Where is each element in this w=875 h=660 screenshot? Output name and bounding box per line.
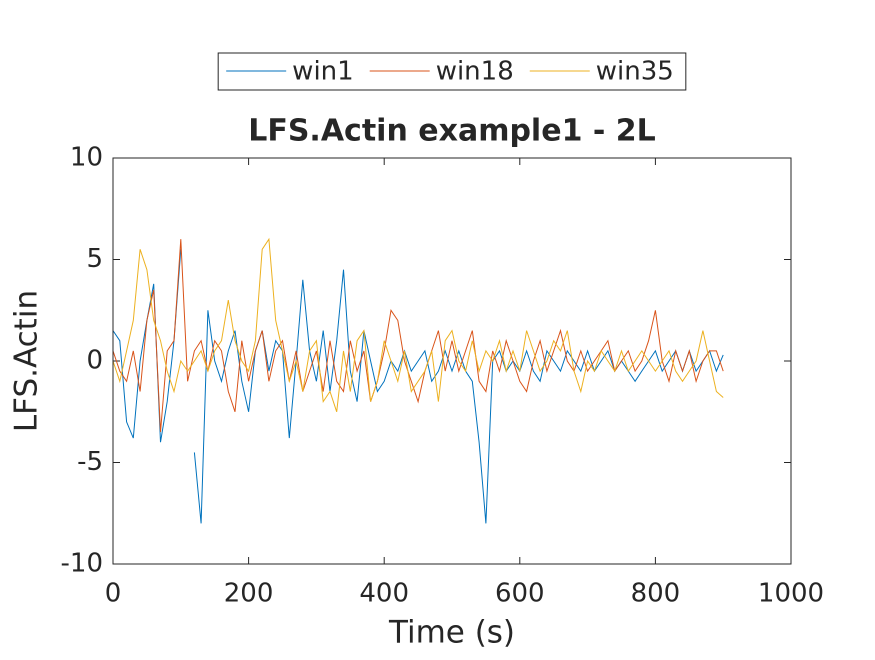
- legend-label: win1: [292, 57, 354, 87]
- chart-title: LFS.Actin example1 - 2L: [248, 114, 656, 149]
- x-tick-label: 400: [359, 579, 409, 609]
- x-tick-label: 1000: [758, 579, 824, 609]
- x-tick-label: 0: [105, 579, 122, 609]
- y-axis-label: LFS.Actin: [9, 290, 45, 432]
- x-tick-label: 200: [224, 579, 274, 609]
- x-axis-label: Time (s): [388, 615, 515, 651]
- x-tick-label: 600: [495, 579, 545, 609]
- y-tick-label: 5: [86, 244, 103, 274]
- y-tick-label: 10: [70, 143, 103, 173]
- data-line: [113, 237, 724, 412]
- y-tick-label: -10: [61, 549, 103, 579]
- legend-box: [217, 52, 687, 91]
- y-tick-label: 0: [86, 346, 103, 376]
- data-line: [113, 239, 724, 433]
- legend: win1 win18 win35: [217, 52, 687, 91]
- axes-box: [112, 157, 792, 565]
- y-tick-label: -5: [77, 447, 103, 477]
- x-tick-label: 800: [631, 579, 681, 609]
- legend-label: win35: [596, 57, 674, 87]
- legend-label: win18: [436, 57, 514, 87]
